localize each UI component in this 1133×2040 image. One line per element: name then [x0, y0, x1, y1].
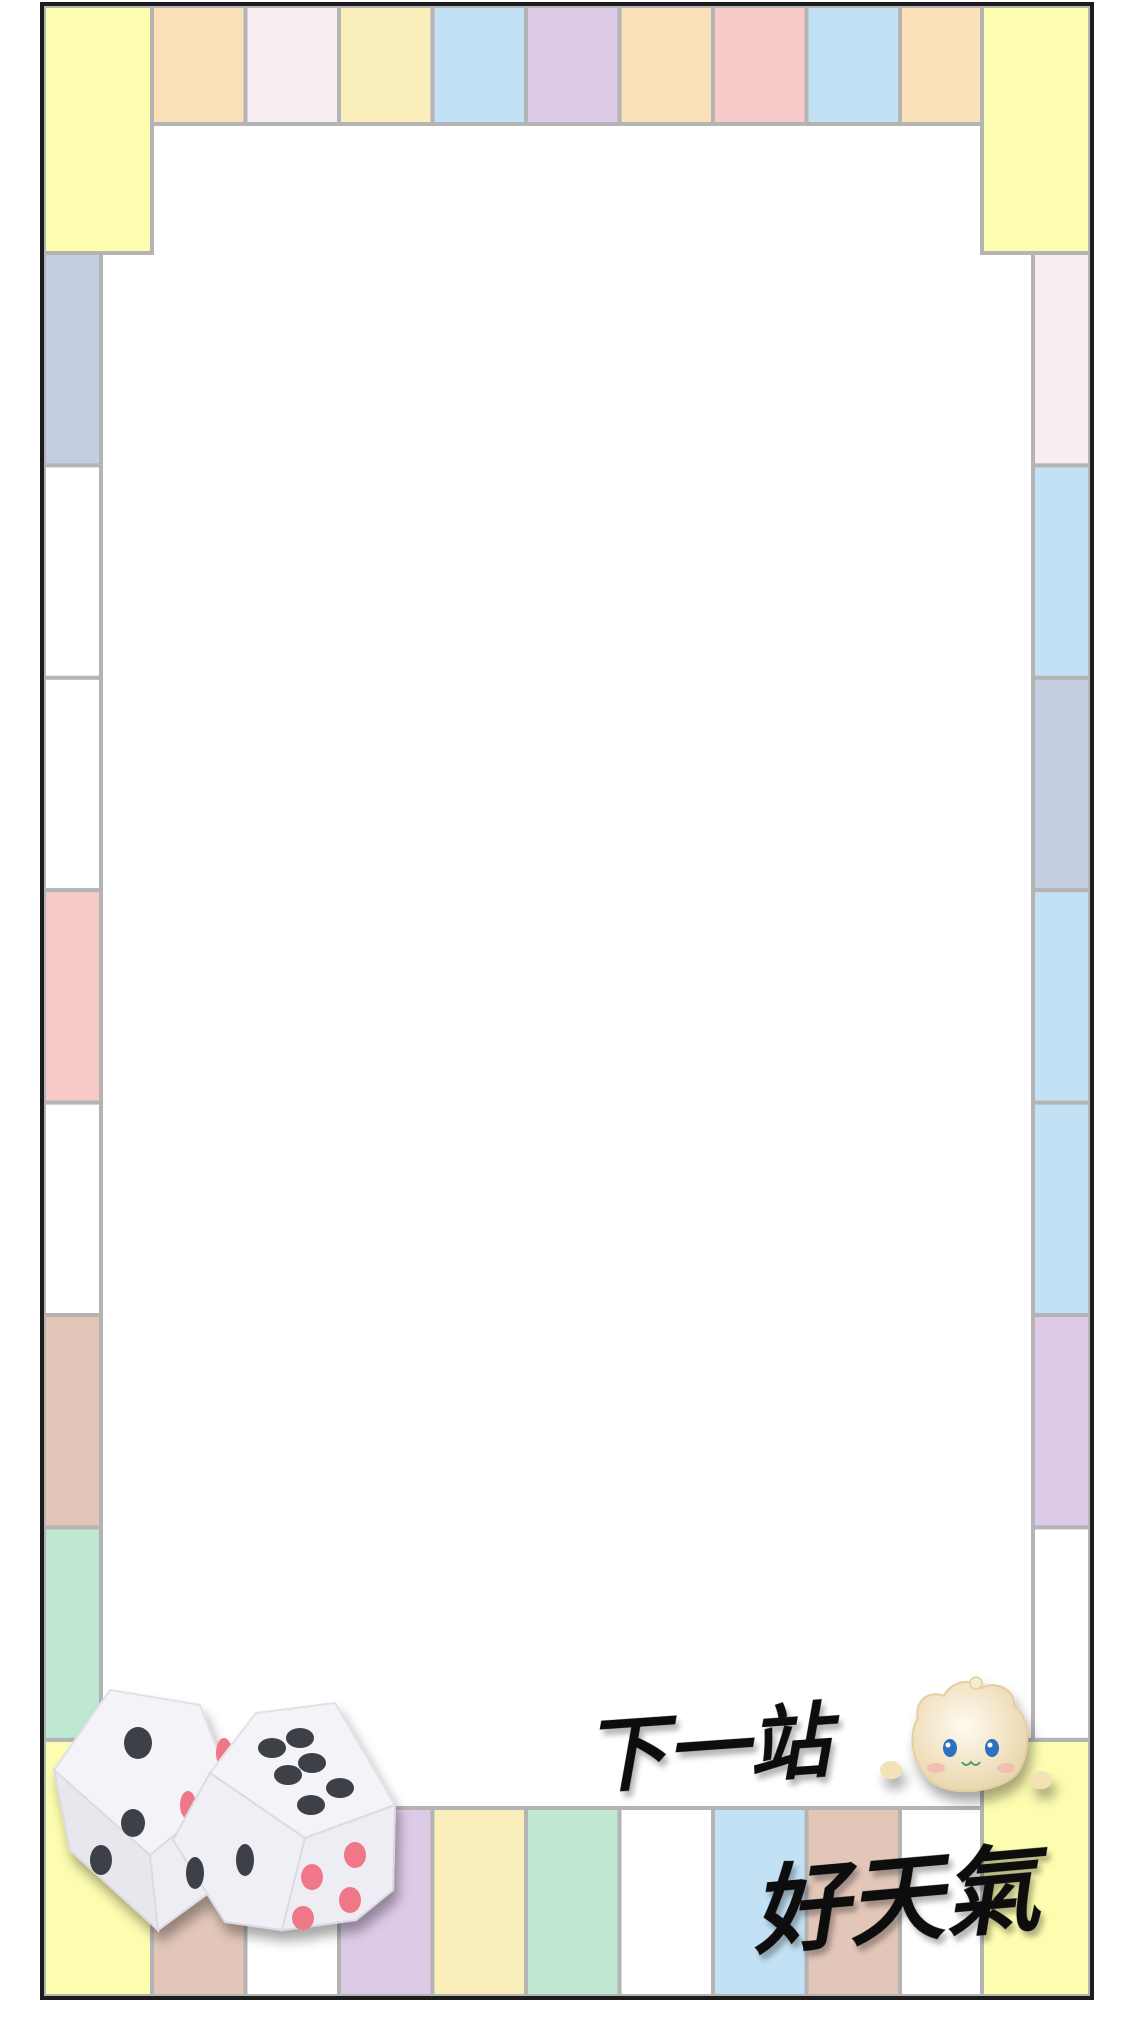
board-tile-top[interactable]: [711, 4, 809, 126]
board-tile-top[interactable]: [524, 4, 622, 126]
mascot-crumb: [1030, 1771, 1052, 1789]
board-tile-top[interactable]: [150, 4, 248, 126]
right-die-pip: [326, 1778, 354, 1798]
mascot-crumb: [880, 1761, 902, 1779]
board-corner-top-left[interactable]: [42, 4, 154, 255]
mascot-eye: [943, 1739, 957, 1757]
board-tile-left[interactable]: [42, 1100, 103, 1317]
right-die-pip: [236, 1844, 254, 1876]
outer-frame-border: [40, 2, 1094, 2000]
dice-pair[interactable]: [52, 1688, 397, 1933]
board-tile-bottom[interactable]: [617, 1806, 715, 1998]
board-tile-top[interactable]: [898, 4, 996, 126]
board-tiles: [42, 4, 1092, 1998]
board-center-area: [42, 0, 1092, 2000]
right-die-pip: [297, 1795, 325, 1815]
right-die-front-face: [280, 1803, 397, 1932]
mascot-top-knot: [969, 1676, 983, 1690]
board-tile-top[interactable]: [430, 4, 528, 126]
board-tile-right[interactable]: [1031, 1313, 1092, 1530]
board-tile-left[interactable]: [42, 1525, 103, 1742]
board-tile-right[interactable]: [1031, 1100, 1092, 1317]
board-tile-right[interactable]: [1031, 888, 1092, 1105]
board-tile-bottom[interactable]: [711, 1806, 809, 1998]
board-tile-left[interactable]: [42, 251, 103, 468]
right-die[interactable]: [171, 1701, 397, 1932]
mascot-body: [911, 1680, 1029, 1792]
right-die-pip: [258, 1738, 286, 1758]
right-die-pip: [292, 1906, 314, 1930]
mascot-eye: [985, 1739, 999, 1757]
board-tile-right[interactable]: [1031, 675, 1092, 893]
board-corner-top-right[interactable]: [980, 4, 1092, 255]
bear-bun-icon: [880, 1676, 1052, 1792]
board-tile-left[interactable]: [42, 1313, 103, 1530]
board-tile-bottom[interactable]: [898, 1806, 996, 1998]
board-tile-bottom[interactable]: [524, 1806, 622, 1998]
board-tile-right[interactable]: [1031, 463, 1092, 680]
mascot-blush: [927, 1763, 945, 1773]
left-die-pip: [124, 1727, 152, 1759]
board-tile-top[interactable]: [804, 4, 902, 126]
board-tile-top[interactable]: [617, 4, 715, 126]
right-die-pip: [339, 1887, 361, 1913]
left-die-pip: [90, 1845, 112, 1875]
mascot-eye-shine: [987, 1742, 993, 1748]
right-die-pip: [344, 1842, 366, 1868]
board-tile-bottom[interactable]: [804, 1806, 902, 1998]
right-die-pip: [186, 1857, 204, 1889]
left-die-pip: [121, 1809, 145, 1837]
caption-line-2: 好天氣: [746, 1830, 1057, 1969]
board-tile-left[interactable]: [42, 675, 103, 893]
mascot-blush: [997, 1763, 1015, 1773]
board-tile-top[interactable]: [337, 4, 435, 126]
board-tile-left[interactable]: [42, 888, 103, 1105]
mascot-mouth: [961, 1760, 981, 1766]
board-tile-bottom[interactable]: [430, 1806, 528, 1998]
board-tile-left[interactable]: [42, 463, 103, 680]
right-die-pip: [301, 1864, 323, 1890]
caption-line-1: 下一站: [581, 1692, 845, 1806]
right-die-pip: [274, 1765, 302, 1785]
board-tile-right[interactable]: [1031, 1525, 1092, 1742]
board-tile-right[interactable]: [1031, 251, 1092, 468]
board-tile-top[interactable]: [243, 4, 341, 126]
right-die-pip: [286, 1728, 314, 1748]
mascot-eye-shine: [945, 1742, 951, 1748]
right-die-pip: [298, 1753, 326, 1773]
